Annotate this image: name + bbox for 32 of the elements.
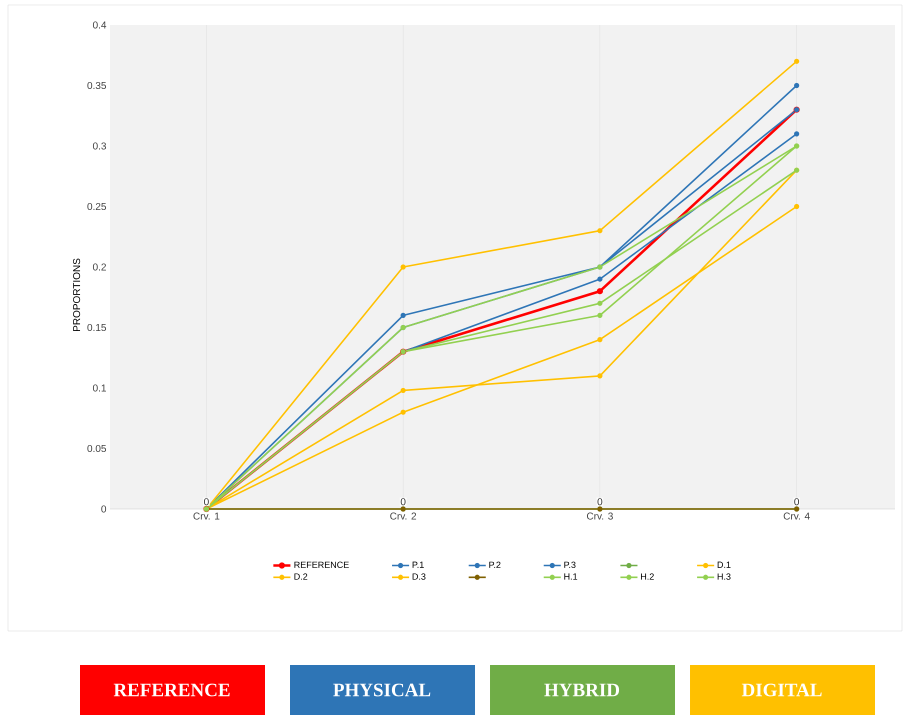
y-tick-label: 0.05 — [87, 444, 106, 452]
y-tick-label: 0.15 — [87, 324, 106, 332]
legend-label: H.3 — [718, 573, 731, 580]
legend-label: H.2 — [641, 573, 654, 580]
data-label: 0 — [598, 498, 602, 506]
legend-label: P.1 — [412, 562, 424, 568]
y-axis-title: PROPORTIONS — [73, 258, 80, 332]
data-label: 0 — [794, 498, 800, 506]
text: DIGITAL — [742, 684, 822, 696]
data-label: 0 — [204, 498, 209, 506]
x-tick-label: Crv. 1 — [193, 512, 220, 520]
y-tick-label: 0.2 — [92, 263, 106, 271]
legend-label: D.2 — [294, 573, 308, 580]
legend-label: D.1 — [718, 562, 731, 568]
legend-label: REFERENCE — [294, 562, 349, 568]
legend-label: P.2 — [489, 562, 500, 568]
text: REFERENCE — [114, 684, 230, 696]
y-tick-label: 0.3 — [92, 142, 106, 150]
y-tick-label: 0.35 — [87, 82, 106, 90]
x-tick-label: Crv. 3 — [586, 512, 613, 520]
y-tick-label: 0 — [101, 505, 106, 513]
legend-label: D.3 — [412, 573, 426, 580]
y-tick-label: 0.1 — [92, 384, 106, 392]
legend-label: P.3 — [564, 562, 576, 568]
y-tick-label: 0.25 — [87, 202, 106, 210]
x-tick-label: Crv. 4 — [784, 512, 810, 520]
data-label: 0 — [400, 498, 406, 506]
legend-label: H.1 — [564, 573, 578, 580]
text: HYBRID — [544, 684, 620, 696]
text: PHYSICAL — [333, 684, 430, 696]
x-tick-label: Crv. 2 — [390, 512, 416, 520]
y-tick-label: 0.4 — [92, 21, 106, 29]
